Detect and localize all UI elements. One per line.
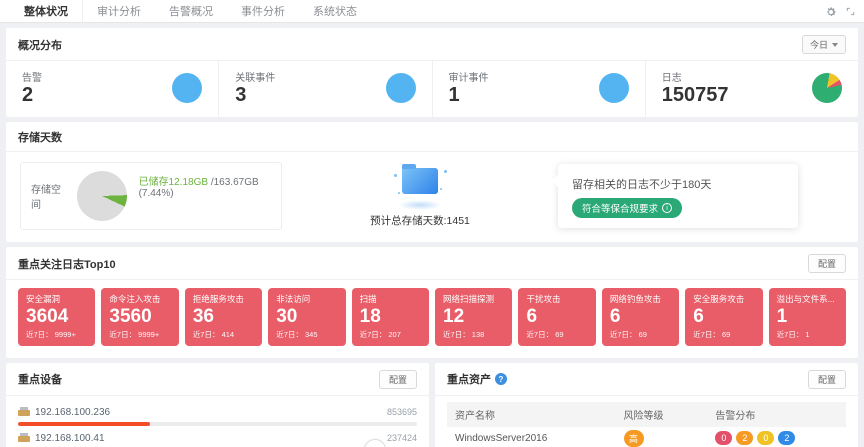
stat-alerts[interactable]: 告警 2 xyxy=(6,61,220,117)
stat-alerts-label: 告警 xyxy=(22,73,42,84)
risk-badge: 高 xyxy=(623,429,644,447)
storage-days-text: 预计总存储天数:1451 xyxy=(370,215,470,227)
top10-card[interactable]: 非法访问 30 近7日： 345 xyxy=(268,288,346,346)
sparkle-dots xyxy=(390,164,450,210)
storage-title: 存储天数 xyxy=(18,132,62,144)
logs-pie-chart xyxy=(812,73,842,103)
assets-config-button[interactable]: 配置 xyxy=(807,369,846,389)
alerts-chart-icon xyxy=(172,73,203,103)
top10-card[interactable]: 网络扫描探测 12 近7日： 138 xyxy=(435,288,513,346)
compliance-badge-label: 符合等保合规要求 xyxy=(582,204,659,215)
device-icon xyxy=(18,433,30,443)
top10-card[interactable]: 扫描 18 近7日： 207 xyxy=(351,288,430,346)
device-row[interactable]: 192.168.100.236 853695 xyxy=(18,400,417,426)
fullscreen-icon[interactable] xyxy=(845,6,856,17)
tab-alert-overview[interactable]: 告警概况 xyxy=(169,6,213,18)
overview-panel: 概况分布 今日 告警 2 关联事件 3 审计事件 1 xyxy=(6,28,858,117)
help-icon[interactable]: ? xyxy=(495,373,507,386)
stat-logs-value: 150757 xyxy=(661,84,729,106)
top10-card[interactable]: 网络钓鱼攻击 6 近7日： 69 xyxy=(601,288,680,346)
device-icon xyxy=(18,407,30,417)
time-range-select[interactable]: 今日 xyxy=(801,35,846,54)
col-alarm-distribution: 告警分布 xyxy=(715,410,756,422)
compliance-badge[interactable]: 符合等保合规要求 i xyxy=(572,198,683,218)
devices-panel: 重点设备 配置 192.168.100.236 853695 192.168.1… xyxy=(6,362,429,447)
caret-down-icon xyxy=(832,42,838,47)
top10-card[interactable]: 溢出与文件系... 1 近7日： 1 xyxy=(768,288,847,346)
overview-title: 概况分布 xyxy=(18,39,62,52)
tab-audit-analysis[interactable]: 审计分析 xyxy=(97,6,141,18)
storage-pie-chart xyxy=(76,171,127,221)
folder-illustration xyxy=(390,164,450,210)
storage-space-label: 存储空间 xyxy=(31,185,61,211)
col-asset-name: 资产名称 xyxy=(455,410,495,422)
top10-card[interactable]: 拒绝服务攻击 36 近7日： 414 xyxy=(184,288,263,346)
assets-title: 重点资产 xyxy=(447,374,491,387)
storage-usage-text: 已储存12.18GB /163.67GB (7.44%) xyxy=(139,173,271,199)
top10-config-button[interactable]: 配置 xyxy=(807,254,846,273)
col-risk-level: 风险等级 xyxy=(623,410,664,422)
alarm-badges: 0 2 0 2 xyxy=(715,431,838,446)
tab-system-status[interactable]: 系统状态 xyxy=(313,6,357,18)
device-row[interactable]: 192.168.100.41 237424 xyxy=(18,426,417,447)
top10-panel: 重点关注日志Top10 配置 安全漏洞 3604 近7日： 9999+ 命令注入… xyxy=(6,247,858,358)
stat-logs[interactable]: 日志 150757 xyxy=(646,61,858,117)
tab-overall-status[interactable]: 整体状况 xyxy=(10,0,83,22)
storage-total-text: /163.67GB (7.44%) xyxy=(138,177,259,199)
time-range-value: 今日 xyxy=(809,40,828,50)
storage-used-text: 已储存12.18GB xyxy=(138,177,209,188)
stat-audit-label: 审计事件 xyxy=(448,73,489,84)
asset-row[interactable]: WindowsServer2016 高 0 2 0 2 xyxy=(447,427,846,447)
device-bar xyxy=(18,421,150,426)
stat-correlated-value: 3 xyxy=(235,84,247,106)
correlated-chart-icon xyxy=(385,73,416,103)
storage-space-card: 存储空间 已储存12.18GB /163.67GB (7.44%) xyxy=(20,162,282,230)
top-tabbar: 整体状况 审计分析 告警概况 事件分析 系统状态 xyxy=(0,0,864,23)
top10-card[interactable]: 干扰攻击 6 近7日： 69 xyxy=(518,288,596,346)
stat-audit-events[interactable]: 审计事件 1 xyxy=(433,61,646,117)
stat-correlated-events[interactable]: 关联事件 3 xyxy=(219,61,433,117)
storage-panel: 存储天数 存储空间 已储存12.18GB /163.67GB (7.44%) 预… xyxy=(6,122,858,242)
info-icon: i xyxy=(662,203,673,213)
gear-icon[interactable] xyxy=(825,6,837,18)
folder-shadow xyxy=(398,200,442,210)
devices-config-button[interactable]: 配置 xyxy=(378,369,417,389)
devices-title: 重点设备 xyxy=(18,374,62,387)
compliance-tip-text: 留存相关的日志不少于180天 xyxy=(572,179,712,191)
audit-chart-icon xyxy=(598,73,629,103)
stat-audit-value: 1 xyxy=(448,84,460,106)
top10-card[interactable]: 命令注入攻击 3560 近7日： 9999+ xyxy=(101,288,179,346)
top10-title: 重点关注日志Top10 xyxy=(18,258,116,271)
folder-icon xyxy=(402,164,438,194)
top10-card[interactable]: 安全漏洞 3604 近7日： 9999+ xyxy=(18,288,96,346)
stat-logs-label: 日志 xyxy=(661,73,682,84)
tab-event-analysis[interactable]: 事件分析 xyxy=(241,6,285,18)
top10-card[interactable]: 安全服务攻击 6 近7日： 69 xyxy=(685,288,763,346)
assets-panel: 重点资产 ? 配置 资产名称 风险等级 告警分布 WindowsServer20… xyxy=(435,362,858,447)
stat-correlated-label: 关联事件 xyxy=(235,73,276,84)
top10-cards: 安全漏洞 3604 近7日： 9999+ 命令注入攻击 3560 近7日： 99… xyxy=(6,280,858,358)
assets-table-header: 资产名称 风险等级 告警分布 xyxy=(447,401,846,427)
stat-alerts-value: 2 xyxy=(22,84,34,106)
compliance-tip-card: 留存相关的日志不少于180天 符合等保合规要求 i xyxy=(551,164,798,228)
